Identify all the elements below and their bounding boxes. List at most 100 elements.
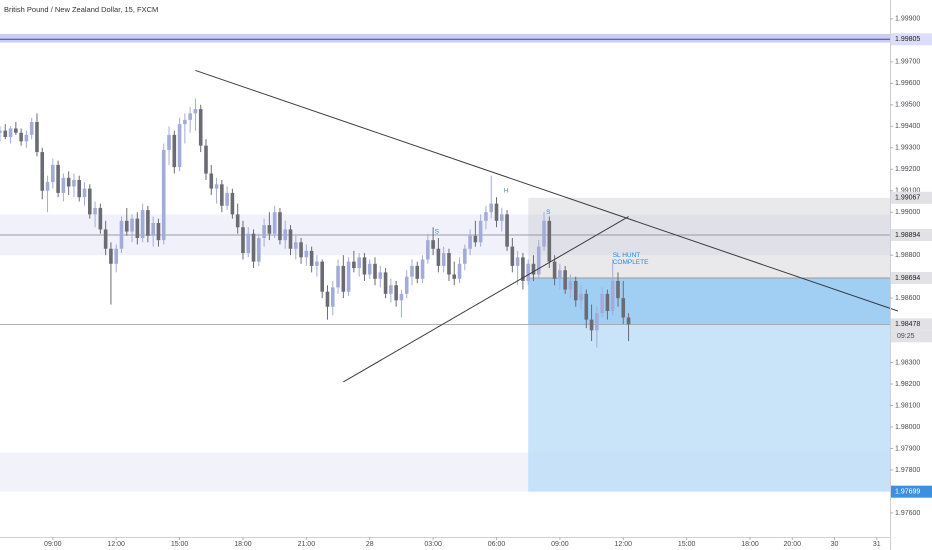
candle-body bbox=[616, 280, 620, 299]
candle-body bbox=[394, 285, 398, 301]
y-tick-label: 1.98000 bbox=[895, 424, 920, 431]
entry-label: 1.98694 bbox=[895, 275, 920, 282]
candle-body bbox=[40, 152, 45, 191]
x-tick-label: 12:00 bbox=[107, 541, 125, 548]
level-label: 1.99805 bbox=[895, 36, 920, 43]
candle-body bbox=[547, 220, 552, 262]
chart-title: British Pound / New Zealand Dollar, 15, … bbox=[4, 5, 158, 14]
candle-body bbox=[19, 132, 23, 142]
candle-body bbox=[156, 222, 161, 241]
candle-body bbox=[293, 242, 298, 249]
candle-body bbox=[362, 257, 367, 275]
x-tick-label: 09:00 bbox=[551, 541, 569, 548]
candle-body bbox=[542, 220, 546, 247]
candle-body bbox=[56, 164, 60, 193]
candle-body bbox=[188, 113, 192, 120]
candle-body bbox=[499, 214, 504, 221]
y-tick-label: 1.99600 bbox=[895, 80, 920, 87]
candle-body bbox=[172, 134, 177, 168]
candle-body bbox=[315, 261, 319, 266]
y-tick-label: 1.97900 bbox=[895, 445, 920, 452]
candle-body bbox=[161, 149, 166, 241]
candle-body bbox=[320, 261, 324, 292]
position bbox=[528, 197, 890, 492]
stop-area bbox=[528, 197, 890, 278]
candle-body bbox=[140, 210, 145, 238]
candle-body bbox=[367, 263, 372, 275]
candle-body bbox=[135, 218, 140, 238]
candle-body bbox=[257, 237, 261, 262]
y-tick-label: 1.97800 bbox=[895, 467, 920, 474]
candle-body bbox=[214, 184, 219, 189]
x-tick-label: 28 bbox=[366, 541, 374, 548]
zone bbox=[0, 33, 890, 43]
open-profit-area bbox=[528, 277, 890, 325]
candle-body bbox=[399, 293, 404, 301]
y-tick-label: 1.99400 bbox=[895, 123, 920, 130]
candle-body bbox=[35, 122, 39, 153]
y-tick-label: 1.99100 bbox=[895, 188, 920, 195]
candle-body bbox=[341, 265, 346, 292]
x-tick-label: 03:00 bbox=[424, 541, 442, 548]
x-tick-label: 20:00 bbox=[784, 541, 802, 548]
candle-body bbox=[336, 265, 340, 288]
candle-body bbox=[441, 253, 446, 266]
axes: 1.99900 1.99700 1.99600 1.99500 1.99400 1.993… bbox=[44, 16, 932, 548]
candle-body bbox=[220, 184, 224, 206]
x-tick-label: 09:00 bbox=[44, 541, 62, 548]
candle-body bbox=[0, 130, 2, 133]
candle-body bbox=[515, 257, 520, 266]
candle-body bbox=[267, 225, 272, 234]
candle-body bbox=[589, 319, 594, 331]
stop-label-box bbox=[891, 191, 932, 204]
candle-body bbox=[526, 263, 530, 281]
candle-body bbox=[568, 280, 573, 290]
stop-label: 1.99067 bbox=[895, 195, 920, 202]
annotation: S bbox=[435, 228, 440, 235]
candle-body bbox=[415, 265, 420, 279]
level-label: 1.98894 bbox=[895, 232, 920, 239]
candle-body bbox=[383, 272, 388, 294]
candle-body bbox=[87, 188, 92, 215]
candle-body bbox=[262, 225, 266, 238]
candle-body bbox=[420, 259, 425, 279]
candle-body bbox=[389, 285, 393, 294]
candle-body bbox=[309, 250, 314, 266]
x-tick-label: 06:00 bbox=[488, 541, 506, 548]
candle-body bbox=[404, 276, 409, 294]
y-tick-label: 1.97600 bbox=[895, 510, 920, 517]
candle-body bbox=[600, 293, 604, 314]
candle-body bbox=[531, 263, 536, 275]
candle-body bbox=[109, 248, 113, 264]
y-tick-label: 1.98300 bbox=[895, 359, 920, 366]
candle-body bbox=[478, 220, 483, 243]
candle-body bbox=[235, 214, 240, 228]
candle-body bbox=[299, 242, 303, 258]
entry-label-box bbox=[891, 271, 932, 284]
candle-body bbox=[558, 270, 562, 279]
candle-body bbox=[325, 291, 330, 307]
candle-body bbox=[278, 212, 282, 241]
candle-body bbox=[489, 203, 494, 213]
x-tick-label: 30 bbox=[831, 541, 839, 548]
candle-body bbox=[579, 293, 583, 301]
candle-body bbox=[605, 293, 610, 312]
candle-body bbox=[373, 263, 377, 279]
x-tick-label: 15:00 bbox=[171, 541, 189, 548]
candle-body bbox=[283, 229, 288, 241]
x-tick-label: 21:00 bbox=[298, 541, 316, 548]
candle-body bbox=[251, 233, 256, 262]
y-tick-label: 1.99500 bbox=[895, 102, 920, 109]
candle-body bbox=[272, 212, 277, 234]
candle-body bbox=[103, 229, 108, 249]
candle-body bbox=[8, 128, 13, 138]
candle-body bbox=[225, 192, 229, 206]
candle-body bbox=[436, 248, 441, 266]
candle-body bbox=[209, 173, 214, 189]
candle-body bbox=[193, 109, 198, 114]
candles bbox=[0, 98, 631, 348]
y-tick-label: 1.99200 bbox=[895, 166, 920, 173]
candle-body bbox=[621, 298, 626, 318]
candle-body bbox=[463, 248, 467, 264]
current-price-label-box bbox=[891, 318, 932, 331]
